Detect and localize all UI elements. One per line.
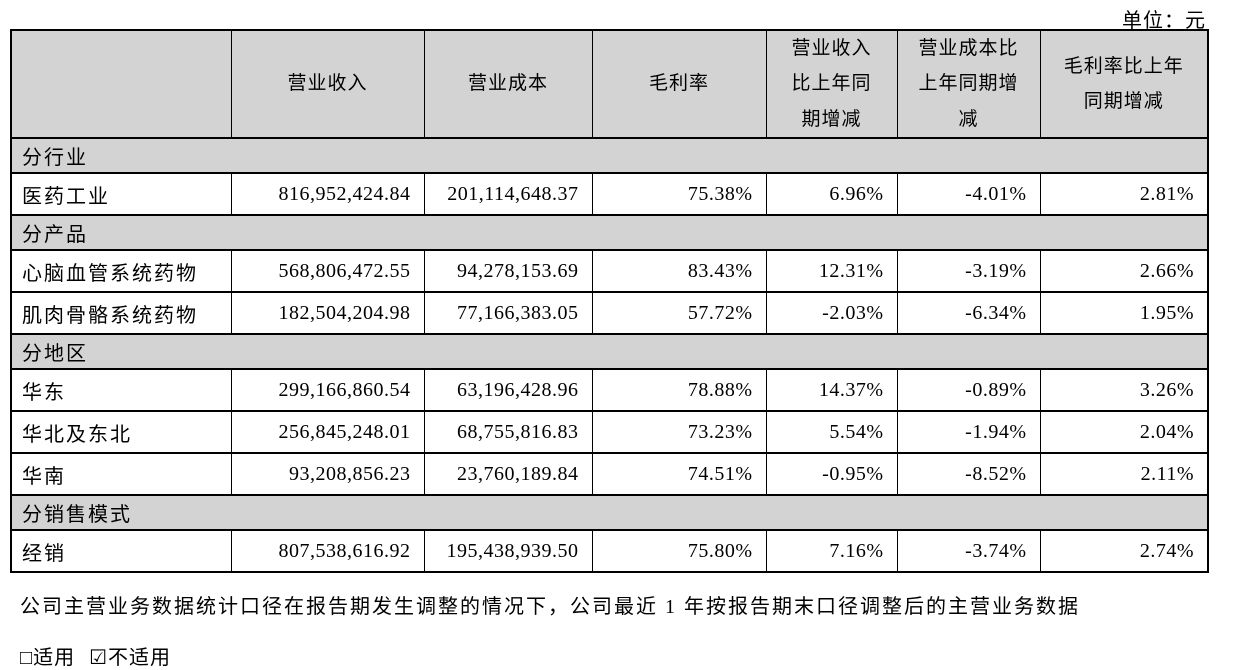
table-row: 经销 807,538,616.92 195,438,939.50 75.80% … (10, 529, 1209, 573)
section-row-industry: 分行业 (10, 137, 1209, 174)
cell-cost: 63,196,428.96 (423, 368, 593, 412)
cell-margin: 75.38% (591, 172, 767, 216)
col-header-revenue: 营业收入 (230, 29, 425, 139)
cell-cost-yoy: -6.34% (896, 291, 1041, 335)
section-row-product: 分产品 (10, 214, 1209, 251)
cell-revenue: 568,806,472.55 (230, 249, 425, 293)
table-row: 医药工业 816,952,424.84 201,114,648.37 75.38… (10, 172, 1209, 216)
col-header-margin-yoy: 毛利率比上年 同期增减 (1039, 29, 1209, 139)
row-label: 华北及东北 (10, 410, 232, 454)
cell-cost-yoy: -4.01% (896, 172, 1041, 216)
cell-cost-yoy: -0.89% (896, 368, 1041, 412)
section-row-region: 分地区 (10, 333, 1209, 370)
row-label: 华南 (10, 452, 232, 496)
cell-cost: 23,760,189.84 (423, 452, 593, 496)
table-row: 肌肉骨骼系统药物 182,504,204.98 77,166,383.05 57… (10, 291, 1209, 335)
table-row: 华东 299,166,860.54 63,196,428.96 78.88% 1… (10, 368, 1209, 412)
table-row: 华南 93,208,856.23 23,760,189.84 74.51% -0… (10, 452, 1209, 496)
section-row-sales-model: 分销售模式 (10, 494, 1209, 531)
cell-revenue: 256,845,248.01 (230, 410, 425, 454)
cell-revenue-yoy: 14.37% (765, 368, 898, 412)
cell-margin: 57.72% (591, 291, 767, 335)
cell-margin-yoy: 2.04% (1039, 410, 1209, 454)
cell-revenue-yoy: -0.95% (765, 452, 898, 496)
row-label: 经销 (10, 529, 232, 573)
cell-cost: 201,114,648.37 (423, 172, 593, 216)
cell-revenue-yoy: 12.31% (765, 249, 898, 293)
cell-revenue-yoy: 7.16% (765, 529, 898, 573)
section-title: 分产品 (10, 214, 1209, 251)
cell-margin: 78.88% (591, 368, 767, 412)
table-row: 华北及东北 256,845,248.01 68,755,816.83 73.23… (10, 410, 1209, 454)
row-label: 医药工业 (10, 172, 232, 216)
main-business-data-table: 营业收入 营业成本 毛利率 营业收入 比上年同 期增减 营业成本比 上年同期增 … (10, 29, 1209, 573)
cell-revenue-yoy: 5.54% (765, 410, 898, 454)
cell-cost: 195,438,939.50 (423, 529, 593, 573)
cell-cost: 68,755,816.83 (423, 410, 593, 454)
section-title: 分地区 (10, 333, 1209, 370)
row-label: 心脑血管系统药物 (10, 249, 232, 293)
cell-margin-yoy: 2.11% (1039, 452, 1209, 496)
adjustment-note: 公司主营业务数据统计口径在报告期发生调整的情况下，公司最近 1 年按报告期末口径… (20, 596, 1080, 618)
col-header-category (10, 29, 232, 139)
cell-margin: 75.80% (591, 529, 767, 573)
col-header-revenue-yoy: 营业收入 比上年同 期增减 (765, 29, 898, 139)
cell-margin-yoy: 3.26% (1039, 368, 1209, 412)
cell-cost-yoy: -3.19% (896, 249, 1041, 293)
table-row: 心脑血管系统药物 568,806,472.55 94,278,153.69 83… (10, 249, 1209, 293)
cell-revenue: 93,208,856.23 (230, 452, 425, 496)
applicability-line: □适用 ☑不适用 (20, 641, 1244, 670)
unit-label: 单位：元 (1122, 10, 1206, 32)
cell-margin-yoy: 2.66% (1039, 249, 1209, 293)
cell-cost-yoy: -1.94% (896, 410, 1041, 454)
col-header-cost: 营业成本 (423, 29, 593, 139)
cell-revenue: 182,504,204.98 (230, 291, 425, 335)
cell-margin-yoy: 2.81% (1039, 172, 1209, 216)
cell-revenue: 816,952,424.84 (230, 172, 425, 216)
section-title: 分销售模式 (10, 494, 1209, 531)
cell-cost: 94,278,153.69 (423, 249, 593, 293)
cell-margin-yoy: 2.74% (1039, 529, 1209, 573)
cell-cost-yoy: -3.74% (896, 529, 1041, 573)
cell-margin-yoy: 1.95% (1039, 291, 1209, 335)
cell-revenue: 807,538,616.92 (230, 529, 425, 573)
cell-margin: 73.23% (591, 410, 767, 454)
col-header-cost-yoy: 营业成本比 上年同期增 减 (896, 29, 1041, 139)
cell-margin: 83.43% (591, 249, 767, 293)
not-applicable-checked-option: ☑不适用 (89, 647, 172, 669)
applicable-unchecked-option: □适用 (20, 647, 76, 669)
cell-cost-yoy: -8.52% (896, 452, 1041, 496)
row-label: 华东 (10, 368, 232, 412)
row-label: 肌肉骨骼系统药物 (10, 291, 232, 335)
table-header-row: 营业收入 营业成本 毛利率 营业收入 比上年同 期增减 营业成本比 上年同期增 … (10, 29, 1209, 139)
col-header-gross-margin: 毛利率 (591, 29, 767, 139)
cell-margin: 74.51% (591, 452, 767, 496)
section-title: 分行业 (10, 137, 1209, 174)
cell-revenue: 299,166,860.54 (230, 368, 425, 412)
cell-revenue-yoy: 6.96% (765, 172, 898, 216)
cell-cost: 77,166,383.05 (423, 291, 593, 335)
cell-revenue-yoy: -2.03% (765, 291, 898, 335)
